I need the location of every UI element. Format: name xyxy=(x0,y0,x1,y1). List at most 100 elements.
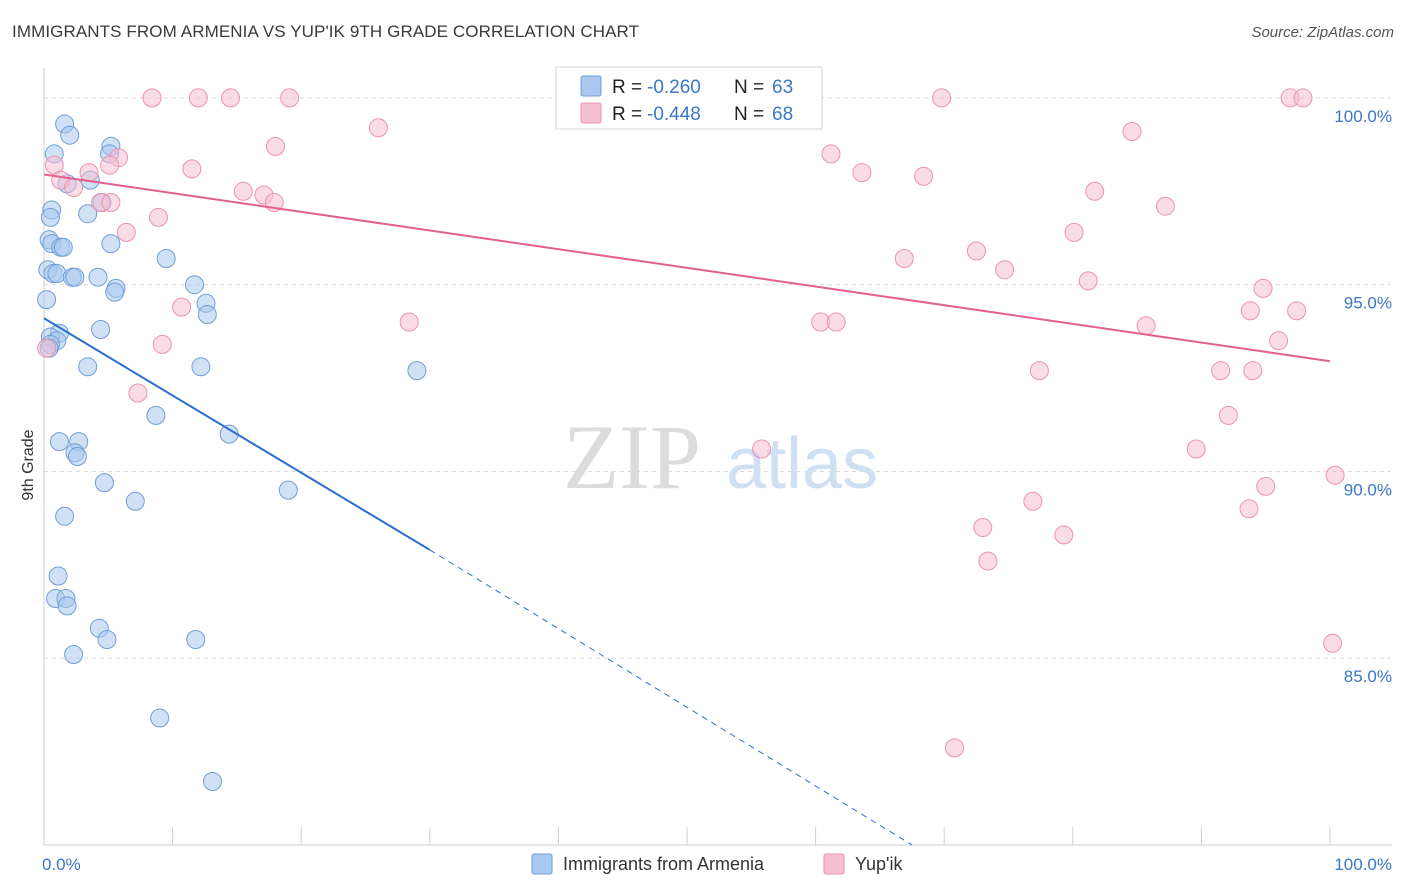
y-tick-label: 100.0% xyxy=(1334,107,1392,126)
point-yupik xyxy=(172,297,192,317)
trend-lines xyxy=(43,173,1331,846)
point-yupik xyxy=(1054,525,1074,545)
point-yupik xyxy=(182,159,202,179)
point-yupik xyxy=(149,207,168,227)
point-yupik xyxy=(1029,361,1049,381)
point-yupik xyxy=(1240,301,1260,321)
point-armenia xyxy=(97,630,117,649)
point-yupik xyxy=(1325,465,1345,485)
point-armenia xyxy=(185,275,204,295)
point-armenia xyxy=(64,645,84,664)
point-yupik xyxy=(128,383,148,403)
trend-line-armenia-extension xyxy=(429,549,913,846)
point-yupik xyxy=(914,166,934,186)
bottom-legend-swatch-armenia xyxy=(531,853,553,875)
point-yupik xyxy=(79,163,99,183)
point-yupik xyxy=(1078,271,1098,291)
point-yupik xyxy=(1323,633,1343,653)
point-yupik xyxy=(973,518,993,537)
x-tick-labels: 0.0% 100.0% xyxy=(42,855,1392,874)
point-armenia xyxy=(91,320,111,339)
point-yupik xyxy=(978,551,998,571)
point-armenia xyxy=(49,432,69,452)
bottom-legend-label-armenia: Immigrants from Armenia xyxy=(563,854,765,874)
point-armenia xyxy=(197,305,217,324)
point-yupik xyxy=(116,222,136,242)
point-yupik xyxy=(932,88,952,108)
point-armenia xyxy=(101,234,121,254)
chart-title: IMMIGRANTS FROM ARMENIA VS YUP'IK 9TH GR… xyxy=(12,22,640,41)
legend-n-value-armenia: 63 xyxy=(772,77,793,98)
point-yupik xyxy=(1186,439,1206,459)
point-yupik xyxy=(399,312,419,332)
x-tick-label: 100.0% xyxy=(1334,855,1392,874)
point-yupik xyxy=(100,155,120,175)
point-armenia xyxy=(55,506,75,526)
point-yupik xyxy=(966,241,986,261)
point-yupik xyxy=(101,193,121,212)
point-armenia xyxy=(278,480,298,500)
point-armenia xyxy=(40,207,60,227)
point-yupik xyxy=(852,163,872,183)
y-tick-label: 95.0% xyxy=(1344,294,1392,313)
point-yupik xyxy=(1064,222,1084,242)
point-yupik xyxy=(945,738,964,758)
point-yupik xyxy=(1155,196,1175,216)
point-armenia xyxy=(57,596,77,616)
point-yupik xyxy=(1239,499,1259,519)
point-yupik xyxy=(266,136,285,156)
point-yupik xyxy=(188,88,208,108)
point-yupik xyxy=(142,88,162,108)
watermark-zip: ZIP xyxy=(563,406,701,508)
point-yupik xyxy=(152,334,172,354)
point-armenia xyxy=(78,357,98,377)
legend-r-value-armenia: -0.260 xyxy=(647,77,701,98)
trend-line-yupik xyxy=(43,173,1331,363)
point-yupik xyxy=(1211,361,1231,381)
series-yupik-points xyxy=(37,88,1345,758)
point-armenia xyxy=(203,772,222,791)
point-yupik xyxy=(233,181,253,201)
gridlines xyxy=(44,97,1390,659)
point-yupik xyxy=(1136,316,1156,336)
point-armenia xyxy=(53,237,73,257)
y-tick-labels: 100.0% 95.0% 90.0% 85.0% xyxy=(1334,107,1392,686)
y-axis-label: 9th Grade xyxy=(20,429,37,500)
series-armenia-points xyxy=(37,114,427,791)
point-yupik xyxy=(821,144,841,164)
y-tick-label: 85.0% xyxy=(1344,667,1392,686)
point-armenia xyxy=(186,630,206,649)
point-yupik xyxy=(280,88,300,108)
point-armenia xyxy=(67,447,87,466)
point-yupik xyxy=(368,118,388,138)
point-yupik xyxy=(1287,301,1307,321)
point-armenia xyxy=(94,473,114,493)
point-yupik xyxy=(1122,122,1142,141)
watermark-atlas: atlas xyxy=(726,424,878,504)
point-armenia xyxy=(48,566,68,586)
point-armenia xyxy=(88,267,108,287)
point-armenia xyxy=(156,249,176,268)
point-armenia xyxy=(37,290,57,310)
point-armenia xyxy=(105,282,125,302)
point-yupik xyxy=(1293,88,1313,108)
legend-r-value-yupik: -0.448 xyxy=(647,104,701,125)
point-armenia xyxy=(125,491,145,511)
correlation-legend: R = -0.260 N = 63 R = -0.448 N = 68 xyxy=(555,66,823,130)
series-legend: Immigrants from Armenia Yup'ik xyxy=(531,853,903,875)
point-armenia xyxy=(78,204,98,224)
bottom-legend-swatch-yupik xyxy=(823,853,845,875)
point-yupik xyxy=(1269,331,1289,351)
point-yupik xyxy=(752,439,772,459)
point-armenia xyxy=(407,361,427,381)
legend-n-value-yupik: 68 xyxy=(772,104,793,125)
chart-source: Source: ZipAtlas.com xyxy=(1251,24,1394,41)
legend-swatch-yupik xyxy=(580,102,602,124)
point-yupik xyxy=(1085,181,1105,201)
point-yupik xyxy=(1243,361,1263,381)
point-yupik xyxy=(1256,476,1276,496)
legend-r-label-armenia: R = xyxy=(612,77,642,98)
point-armenia xyxy=(150,708,170,728)
axes xyxy=(43,68,1392,846)
